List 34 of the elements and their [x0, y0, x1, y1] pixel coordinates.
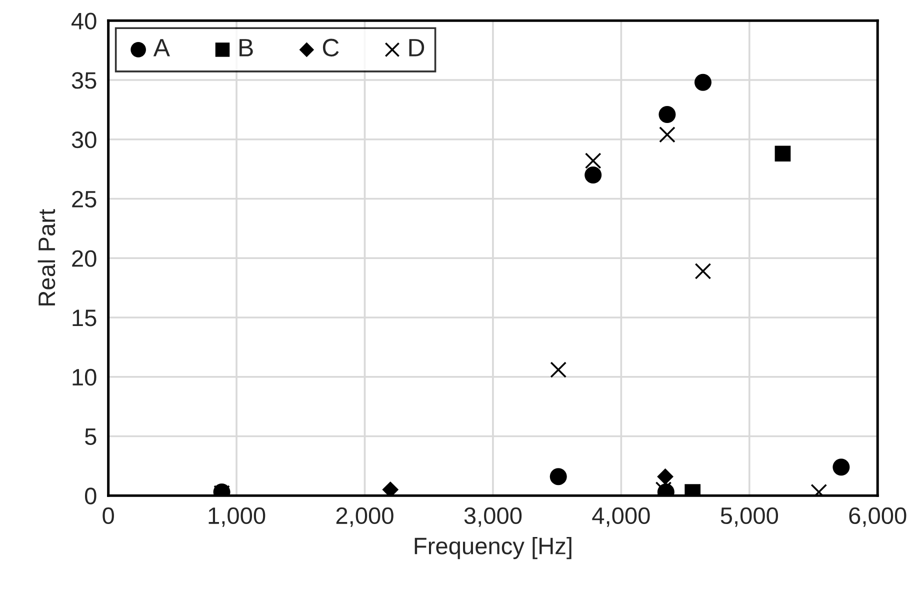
- y-tick-label: 20: [72, 250, 96, 267]
- x-axis-title: Frequency [Hz]: [414, 537, 572, 560]
- legend-label: D: [409, 39, 424, 56]
- point: [694, 263, 712, 280]
- point: [584, 152, 602, 169]
- point: [658, 106, 676, 123]
- legend-label: A: [153, 39, 170, 56]
- point: [550, 468, 567, 486]
- point: [659, 126, 676, 143]
- x-tick-label: 0: [102, 507, 114, 524]
- y-tick-label: 40: [71, 12, 96, 30]
- point: [382, 481, 399, 496]
- y-tick-label: 30: [72, 131, 96, 148]
- point: [832, 458, 850, 476]
- y-axis-title: Real Part: [38, 209, 56, 306]
- point: [550, 362, 567, 378]
- x-tick-label: 3,000: [464, 507, 522, 527]
- legend-label: C: [322, 38, 339, 57]
- x-tick-label: 4,000: [592, 507, 650, 527]
- y-tick-label: 5: [85, 428, 96, 446]
- y-tick-label: 15: [72, 310, 96, 326]
- y-tick-label: 35: [72, 72, 96, 89]
- y-tick-label: 25: [72, 190, 96, 208]
- y-tick-label: 0: [85, 488, 96, 504]
- point: [694, 74, 712, 91]
- x-tick-label: 1,000: [208, 507, 266, 527]
- point: [657, 468, 674, 485]
- x-tick-label: 6,000: [849, 507, 906, 527]
- point: [584, 166, 602, 184]
- y-tick-label: 10: [72, 368, 96, 386]
- x-tick-label: 2,000: [336, 507, 394, 527]
- legend-label: B: [240, 39, 253, 56]
- point: [774, 146, 791, 162]
- x-tick-label: 5,000: [720, 507, 778, 527]
